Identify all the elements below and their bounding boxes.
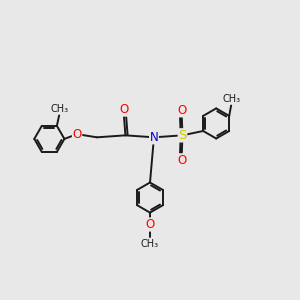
Text: O: O	[177, 154, 186, 167]
Text: O: O	[177, 104, 186, 117]
Text: CH₃: CH₃	[141, 238, 159, 248]
Text: CH₃: CH₃	[222, 94, 240, 104]
Text: N: N	[150, 131, 158, 144]
Text: O: O	[146, 218, 154, 231]
Text: O: O	[73, 128, 82, 141]
Text: CH₃: CH₃	[50, 104, 68, 114]
Text: S: S	[178, 129, 187, 142]
Text: O: O	[119, 103, 128, 116]
